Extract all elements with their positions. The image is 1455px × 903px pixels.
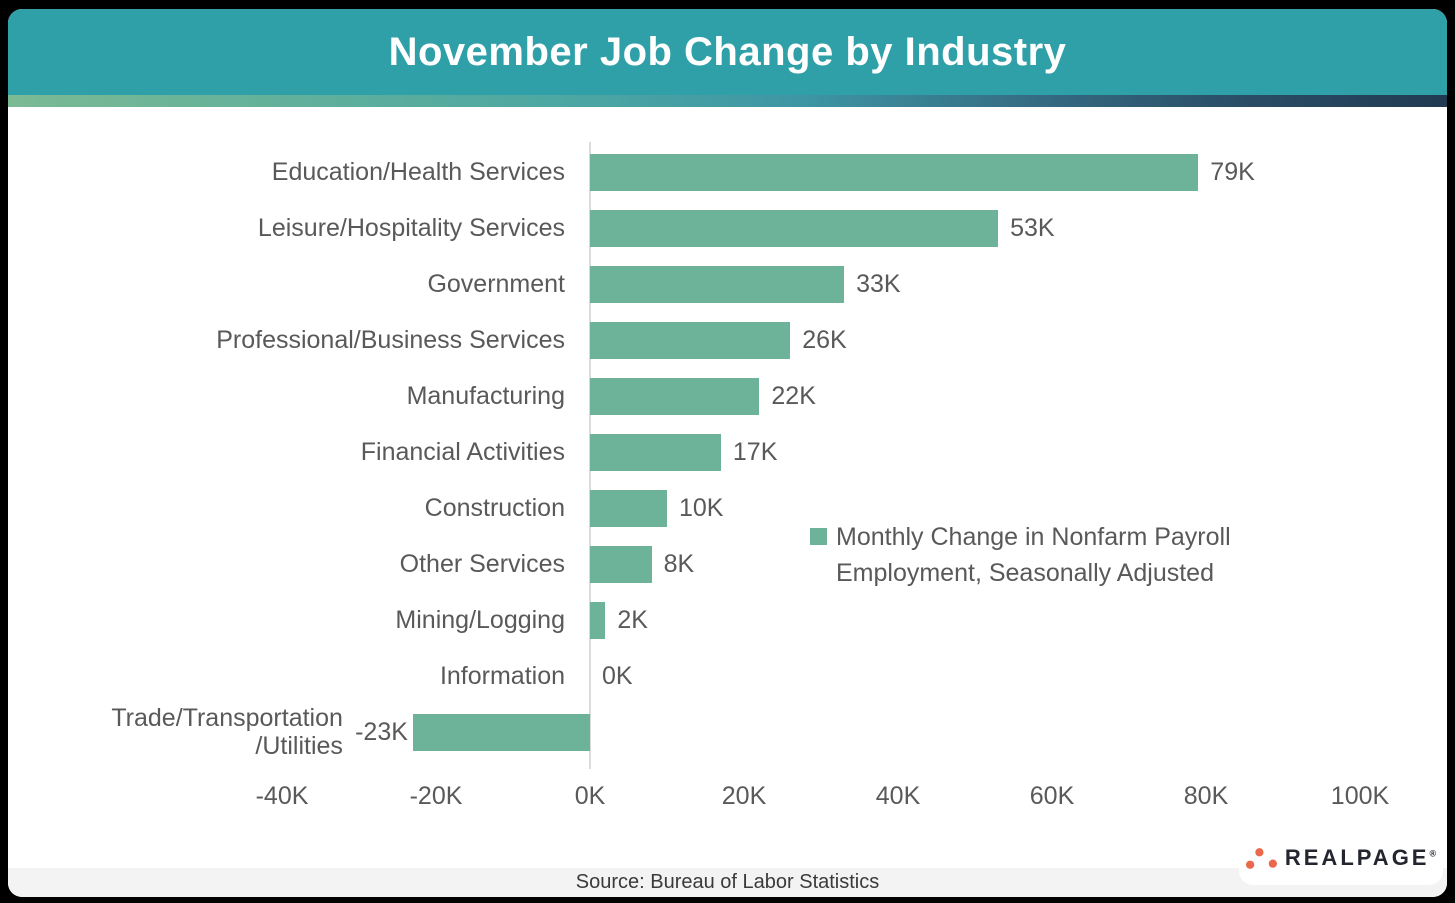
category-label: Other Services <box>399 550 565 578</box>
value-label: 17K <box>732 438 778 466</box>
bar <box>590 321 791 359</box>
x-tick-label: 80K <box>1183 782 1229 810</box>
bar <box>590 433 721 471</box>
bar <box>590 601 606 639</box>
category-label: Leisure​/Hospitality Services <box>257 214 565 242</box>
category-label: Education​/Health Services <box>271 158 565 186</box>
chart-card: November Job Change by Industry Monthly … <box>8 9 1447 897</box>
value-label: -23K <box>355 718 408 746</box>
x-tick-label: 0K <box>574 782 606 810</box>
legend-marker <box>810 528 827 545</box>
x-tick-label: -40K <box>255 782 309 810</box>
value-label: 2K <box>617 606 648 634</box>
bar <box>590 153 1199 191</box>
footer-bar: Source: Bureau of Labor Statistics <box>8 868 1447 897</box>
value-label: 8K <box>663 550 695 578</box>
accent-gradient-stripe <box>8 95 1447 107</box>
trademark-symbol: ® <box>1429 848 1437 859</box>
value-label: 10K <box>679 494 724 522</box>
value-label: 79K <box>1210 158 1255 186</box>
category-label: Manufacturing <box>406 382 565 410</box>
x-tick-label: 60K <box>1029 782 1075 810</box>
chart-title: November Job Change by Industry <box>388 29 1067 74</box>
category-label: Financial Activities <box>360 438 565 466</box>
value-label: 53K <box>1010 214 1055 242</box>
category-label: Mining​/Logging <box>395 606 565 634</box>
legend-label: Monthly Change in Nonfarm Payroll Employ… <box>836 523 1231 587</box>
value-label: 33K <box>856 270 901 298</box>
bar <box>590 209 999 247</box>
realpage-wordmark: REALPAGE® <box>1284 845 1437 870</box>
x-tick-label: 40K <box>875 782 921 810</box>
bar <box>590 265 845 303</box>
x-tick-label: 20K <box>721 782 767 810</box>
source-note: Source: Bureau of Labor Statistics <box>575 871 880 893</box>
value-label: 0K <box>602 662 633 690</box>
bar <box>412 713 590 751</box>
x-tick-label: 100K <box>1330 782 1390 810</box>
bar <box>590 545 652 583</box>
category-label: Trade​/Transportation​/Utilities <box>111 704 343 760</box>
legend: Monthly Change in Nonfarm Payroll Employ… <box>810 519 1291 591</box>
category-label: Government <box>427 270 565 298</box>
realpage-dots-icon <box>1245 847 1277 869</box>
category-label: Professional​/Business Services <box>216 326 565 354</box>
value-label: 22K <box>771 382 816 410</box>
bar-chart: Monthly Change in Nonfarm Payroll Employ… <box>8 9 1447 897</box>
value-label: 26K <box>802 326 847 354</box>
bar <box>590 489 667 527</box>
bar <box>590 377 760 415</box>
category-label: Information <box>439 662 565 690</box>
x-tick-label: -20K <box>409 782 463 810</box>
category-label: Construction <box>424 494 565 522</box>
header-bar: November Job Change by Industry <box>8 9 1447 95</box>
realpage-logo: REALPAGE® <box>1239 831 1443 885</box>
